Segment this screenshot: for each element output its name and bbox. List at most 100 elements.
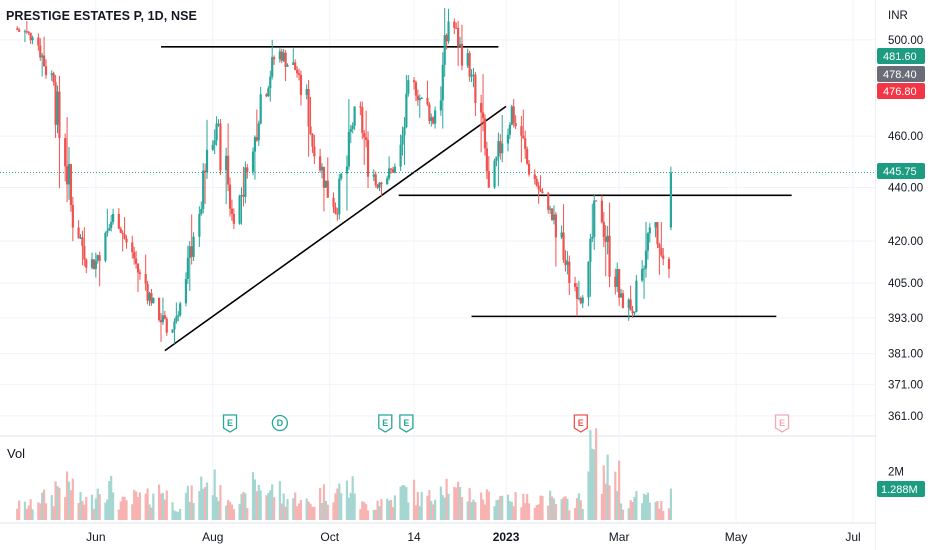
candle-body (550, 208, 554, 220)
candle-body (407, 80, 410, 94)
candle (215, 116, 218, 146)
event-marker-e[interactable]: E (378, 414, 393, 433)
volume-bar (184, 492, 188, 520)
earnings-icon[interactable] (399, 414, 414, 433)
candle-body (361, 107, 364, 134)
candle-body (443, 35, 446, 65)
candle-body (96, 255, 99, 261)
volume-bar (453, 486, 456, 520)
candle (184, 272, 188, 307)
event-marker-e[interactable]: E (399, 414, 414, 433)
event-letter: E (227, 418, 233, 428)
candle (41, 52, 44, 77)
candle-body (441, 64, 444, 101)
volume-bar (363, 502, 366, 520)
volume-series (16, 428, 672, 520)
candle (627, 298, 630, 321)
candle-body (393, 166, 396, 173)
trend-drawings[interactable] (0, 46, 876, 352)
trend-line[interactable] (164, 105, 507, 352)
candle (204, 163, 207, 204)
candle (253, 135, 257, 180)
volume-bar (595, 428, 598, 520)
candle (604, 225, 607, 277)
candle (629, 285, 632, 311)
candle-body (466, 53, 469, 66)
candle-body (244, 167, 247, 197)
candle-body (524, 138, 527, 149)
volume-bar (401, 484, 404, 520)
earnings-icon[interactable] (378, 414, 393, 433)
candle-body (587, 261, 590, 298)
candle-body (564, 259, 567, 265)
event-markers[interactable]: E ED E E E (222, 414, 790, 433)
volume-bar (27, 505, 30, 520)
candle (257, 120, 260, 146)
candle-body (253, 137, 257, 152)
volume-bar (533, 507, 536, 520)
candle-body (552, 214, 556, 220)
candle-body (259, 94, 262, 124)
candle-body (472, 74, 475, 76)
candle-body (372, 174, 375, 177)
candle-body (85, 259, 88, 268)
candle-body (273, 57, 276, 60)
candle-body (566, 261, 569, 265)
candle-body (324, 180, 327, 188)
candle-body (294, 62, 297, 71)
volume-bar (662, 511, 665, 520)
earnings-icon[interactable] (774, 414, 790, 433)
volume-bar (16, 508, 19, 520)
volume-bar (602, 465, 605, 520)
event-marker-d[interactable]: D (271, 414, 289, 432)
candle (217, 119, 220, 127)
volume-bar (621, 509, 625, 520)
volume-bar (251, 472, 255, 520)
candle-body (27, 31, 30, 33)
candle (251, 147, 255, 176)
event-marker-e[interactable]: E (222, 414, 238, 433)
candle (566, 251, 569, 275)
volume-bar (388, 500, 391, 520)
candle (399, 134, 402, 171)
volume-bar (353, 493, 356, 520)
event-marker-e[interactable]: E (573, 414, 588, 433)
volume-bar (380, 498, 383, 520)
y-tick-label: 361.00 (888, 411, 923, 423)
candle-body (399, 144, 402, 167)
volume-bar (136, 496, 140, 520)
candle (654, 222, 657, 238)
volume-bar (600, 493, 603, 520)
volume-bar (71, 478, 74, 520)
candlestick-series (16, 8, 672, 344)
candle (177, 311, 180, 322)
earnings-icon[interactable] (573, 414, 588, 433)
candle (642, 265, 646, 299)
candle-body (389, 168, 393, 170)
candle (434, 106, 437, 129)
candle (69, 163, 73, 212)
volume-bar (190, 485, 193, 520)
candle-body (23, 31, 27, 33)
volume-bar (52, 506, 55, 520)
volume-bar (420, 491, 423, 520)
candle-body (646, 233, 649, 251)
volume-bar (361, 501, 364, 520)
volume-bar (133, 489, 136, 520)
volume-bar (106, 499, 109, 520)
time-axis[interactable]: Jun Aug Oct 14 2023 Mar May Jul (86, 530, 861, 544)
price-axis[interactable]: INR 500.00 460.00 440.00 420.00 405.00 393.00 3… (876, 0, 932, 550)
candle (278, 48, 281, 63)
earnings-icon[interactable] (222, 414, 238, 433)
candle (238, 194, 241, 225)
volume-bar (334, 493, 337, 520)
dividend-icon[interactable] (271, 414, 289, 432)
event-marker-e[interactable]: E (774, 414, 790, 433)
candle (280, 48, 283, 64)
candle-body (165, 318, 168, 333)
volume-bar (117, 509, 120, 520)
candle (94, 252, 97, 278)
candle (347, 99, 350, 170)
volume-bar (25, 508, 28, 520)
